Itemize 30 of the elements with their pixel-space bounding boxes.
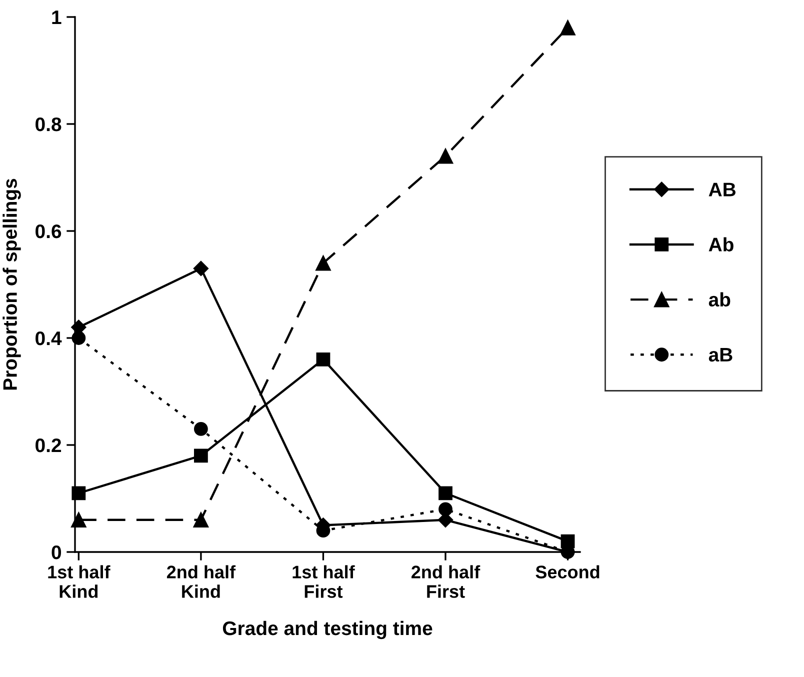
legend-label: aB xyxy=(708,348,732,362)
legend-label: Ab xyxy=(708,237,734,252)
point xyxy=(316,352,330,366)
point xyxy=(438,148,454,164)
y-tick-label: 0.6 xyxy=(36,224,62,238)
x-tick-label: Second xyxy=(536,565,600,578)
point xyxy=(193,260,209,276)
point xyxy=(560,20,576,36)
x-tick-label: 1st half Kind xyxy=(48,565,110,598)
y-tick-label: 1 xyxy=(52,10,62,24)
point xyxy=(438,486,452,500)
point xyxy=(194,448,208,463)
y-axis-title: Proportion of spellings xyxy=(2,178,21,390)
x-tick-label: 2nd half First xyxy=(412,565,480,598)
y-tick-label: 0.8 xyxy=(36,117,62,132)
point xyxy=(72,331,86,345)
x-tick-label: 1st half First xyxy=(292,565,355,598)
point xyxy=(193,512,209,528)
point xyxy=(316,255,331,271)
point xyxy=(71,512,86,528)
x-axis-title: Grade and testing time xyxy=(222,620,432,640)
y-tick-label: 0.4 xyxy=(36,331,62,346)
point xyxy=(72,486,86,500)
y-tick-label: 0 xyxy=(52,545,62,560)
point xyxy=(194,422,208,436)
y-tick-label: 0.2 xyxy=(36,438,62,452)
legend-label: ab xyxy=(708,292,730,307)
point xyxy=(438,502,452,516)
x-tick-label: 2nd half Kind xyxy=(166,565,236,598)
legend-label: AB xyxy=(708,182,736,196)
